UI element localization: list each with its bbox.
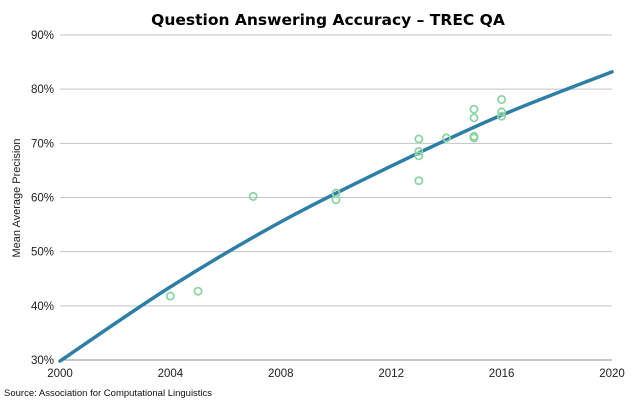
data-points <box>165 94 507 301</box>
y-tick-label: 80% <box>31 84 54 96</box>
data-point <box>414 151 424 161</box>
data-point <box>414 146 424 156</box>
data-point <box>469 104 479 114</box>
y-tick-label: 40% <box>31 301 54 313</box>
data-point <box>331 195 341 205</box>
data-point <box>165 291 175 301</box>
y-tick-label: 50% <box>31 247 54 259</box>
data-point <box>469 113 479 123</box>
y-axis-ticks: 30% 40% 50% 60% 70% 80% 90% <box>31 30 54 367</box>
data-point <box>248 191 258 201</box>
data-point <box>469 133 479 143</box>
x-tick-label: 2012 <box>378 368 404 380</box>
trendline-layer <box>58 70 614 363</box>
data-point <box>414 134 424 144</box>
data-point <box>193 286 203 296</box>
y-axis-label: Mean Average Precision <box>11 138 23 257</box>
y-tick-label: 90% <box>31 30 54 42</box>
y-tick-label: 60% <box>31 193 54 205</box>
data-point <box>441 133 451 143</box>
trendline <box>58 70 614 363</box>
data-point <box>497 107 507 117</box>
x-axis-ticks: 2000 2004 2008 2012 2016 2020 <box>47 368 625 380</box>
y-tick-label: 30% <box>31 355 54 367</box>
x-tick-label: 2020 <box>599 368 625 380</box>
data-point <box>497 111 507 121</box>
y-tick-label: 70% <box>31 138 54 150</box>
data-point <box>497 94 507 104</box>
x-tick-label: 2008 <box>268 368 294 380</box>
x-tick-label: 2004 <box>158 368 184 380</box>
chart-title: Question Answering Accuracy – TREC QA <box>151 11 505 29</box>
x-tick-label: 2000 <box>47 368 73 380</box>
source-note: Source: Association for Computational Li… <box>4 388 212 399</box>
x-tick-label: 2016 <box>489 368 515 380</box>
data-point <box>414 176 424 186</box>
gridlines <box>60 34 612 307</box>
